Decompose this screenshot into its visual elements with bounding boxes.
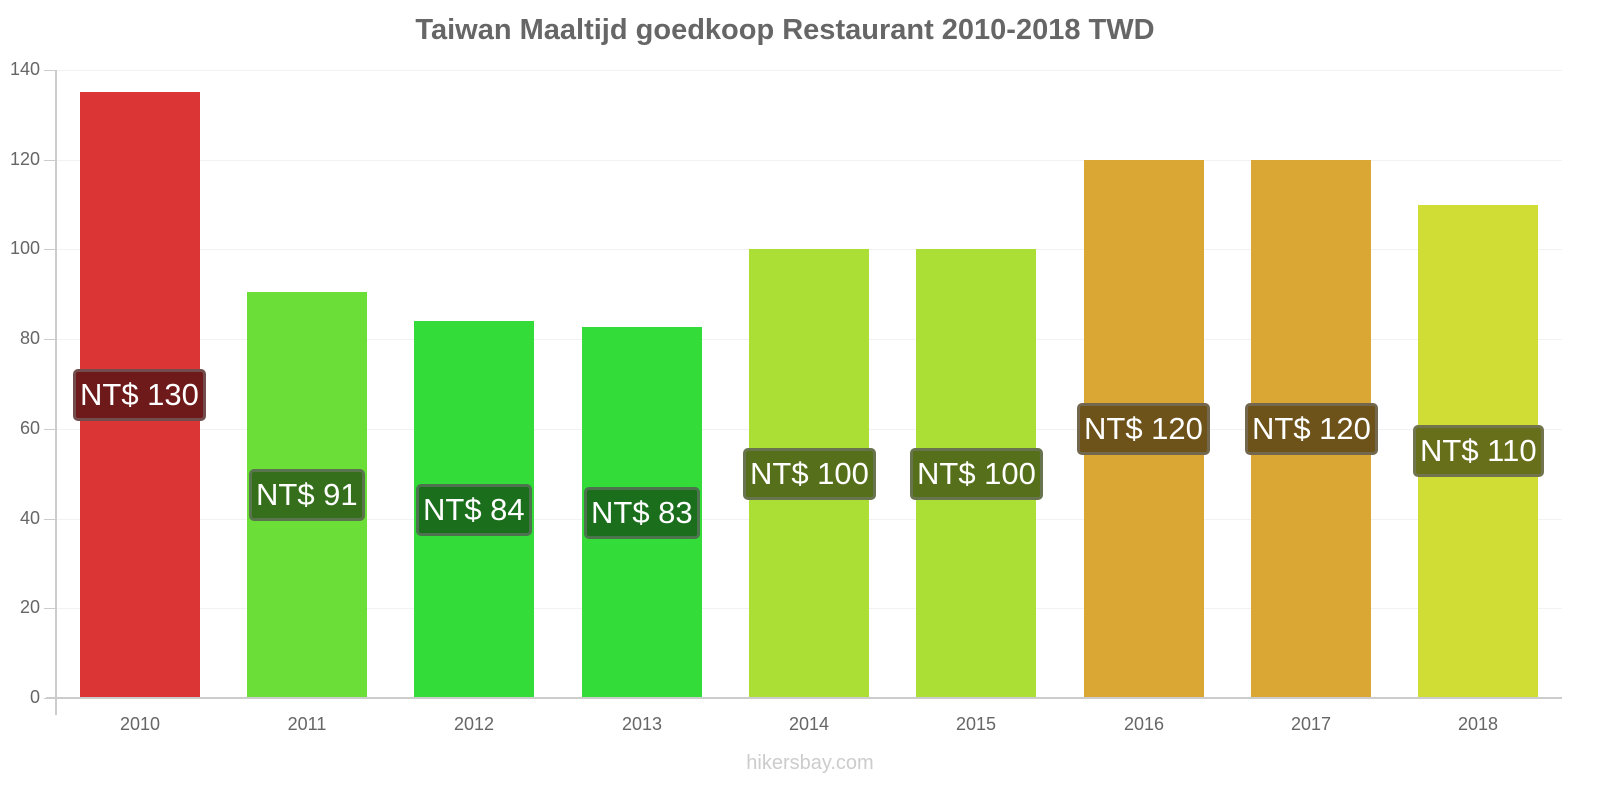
bar-value-label: NT$ 110 xyxy=(1413,425,1544,477)
x-tick-label: 2014 xyxy=(788,714,830,734)
x-tick-label: 2010 xyxy=(119,714,161,734)
y-tick-mark xyxy=(44,339,56,340)
x-tick-label: 2015 xyxy=(955,714,997,734)
x-tick-label: 2013 xyxy=(621,714,663,734)
y-tick-label: 140 xyxy=(9,59,40,79)
y-tick-label: 20 xyxy=(19,597,40,617)
bar-value-label: NT$ 83 xyxy=(584,487,700,539)
y-tick-label: 40 xyxy=(19,508,40,528)
x-tick-label: 2011 xyxy=(287,714,327,734)
y-tick-label: 80 xyxy=(19,328,40,348)
y-axis-line xyxy=(55,70,57,715)
y-tick-label: 60 xyxy=(19,418,40,438)
bar-value-label: NT$ 100 xyxy=(743,448,876,500)
y-tick-mark xyxy=(44,429,56,430)
x-tick-label: 2017 xyxy=(1290,714,1332,734)
bar-value-label: NT$ 91 xyxy=(249,469,365,521)
bar-value-label: NT$ 120 xyxy=(1077,403,1210,455)
y-tick-mark xyxy=(44,160,56,161)
source-watermark: hikersbay.com xyxy=(746,752,874,774)
gridline xyxy=(56,70,1562,71)
bar-value-label: NT$ 84 xyxy=(416,484,532,536)
x-tick-label: 2016 xyxy=(1123,714,1165,734)
y-tick-label: 0 xyxy=(29,687,40,707)
y-tick-label: 120 xyxy=(9,149,40,169)
gridline xyxy=(56,160,1562,161)
y-tick-label: 100 xyxy=(9,238,40,258)
x-tick-label: 2012 xyxy=(453,714,495,734)
bar-value-label: NT$ 120 xyxy=(1245,403,1378,455)
chart-title: Taiwan Maaltijd goedkoop Restaurant 2010… xyxy=(415,14,1155,46)
bar-value-label: NT$ 130 xyxy=(73,369,206,421)
y-tick-mark xyxy=(44,70,56,71)
y-tick-mark xyxy=(44,608,56,609)
bar-value-label: NT$ 100 xyxy=(910,448,1043,500)
y-tick-mark xyxy=(44,519,56,520)
x-axis-line xyxy=(46,697,1562,699)
x-tick-label: 2018 xyxy=(1457,714,1499,734)
y-tick-mark xyxy=(44,249,56,250)
